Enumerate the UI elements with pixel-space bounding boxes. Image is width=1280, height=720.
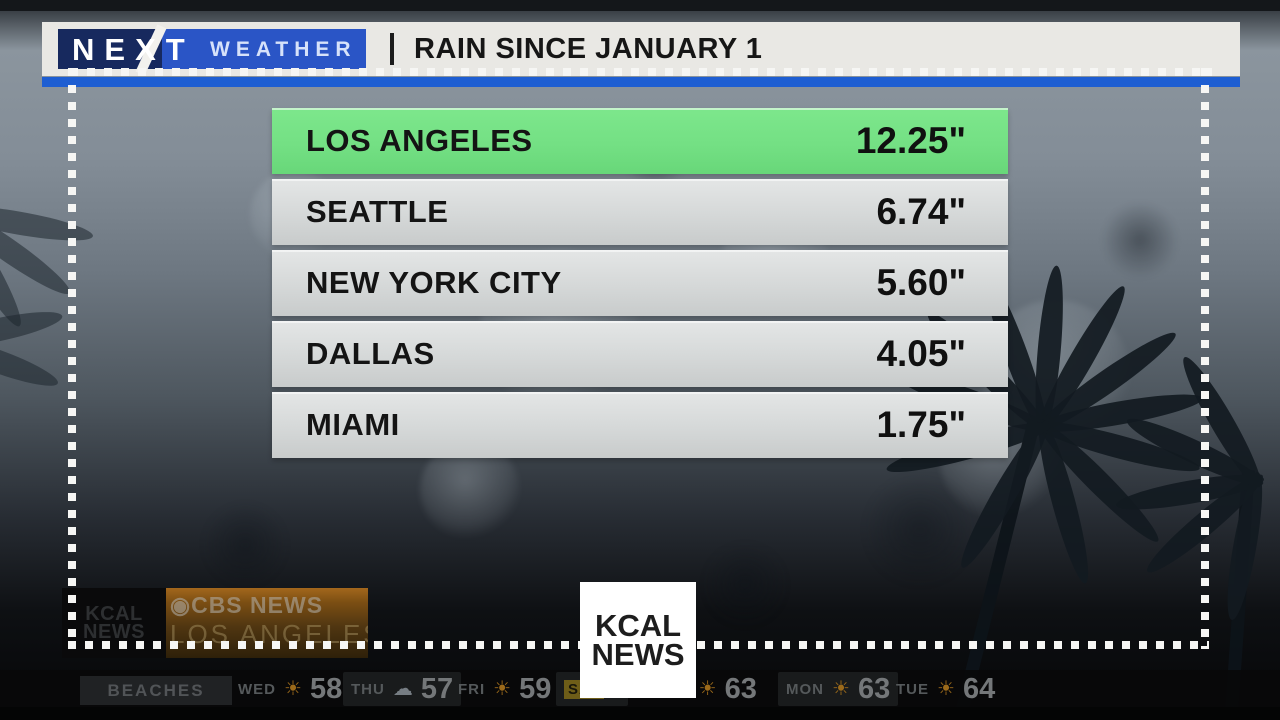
raindrop-bokeh [700, 540, 790, 630]
forecast-day-tue: TUE ☀ 64 [896, 672, 996, 705]
table-row: NEW YORK CITY 5.60" [272, 250, 1008, 316]
cbs-eye-icon: ◉ [170, 592, 192, 618]
forecast-day-thu: THU ☁ 57 [343, 672, 462, 706]
forecast-day-fri: FRI ☀ 59 [458, 672, 552, 705]
title-separator [390, 33, 394, 65]
logo-next-text: NEXT [72, 32, 195, 67]
table-row: SEATTLE 6.74" [272, 179, 1008, 245]
header-bar: NEXT WEATHER RAIN SINCE JANUARY 1 [42, 22, 1240, 76]
kcal-logo-line2: NEWS [591, 637, 685, 672]
city-name: SEATTLE [306, 194, 449, 229]
city-name: NEW YORK CITY [306, 265, 562, 300]
city-name: DALLAS [306, 336, 435, 371]
city-name: LOS ANGELES [306, 123, 533, 158]
sun-icon: ☀ [284, 678, 302, 700]
dotted-frame-right [1201, 68, 1209, 649]
rain-table: LOS ANGELES 12.25" SEATTLE 6.74" NEW YOR… [272, 108, 1008, 458]
table-row: DALLAS 4.05" [272, 321, 1008, 387]
city-name: MIAMI [306, 407, 400, 442]
dotted-frame-top [70, 68, 1212, 76]
header-accent-bar [42, 77, 1240, 87]
table-row: MIAMI 1.75" [272, 392, 1008, 458]
bottom-black-strip [0, 707, 1280, 720]
dotted-frame-left [68, 68, 76, 649]
rain-value: 1.75" [876, 404, 966, 445]
ticker-region-label: BEACHES [80, 676, 232, 705]
rain-value: 12.25" [855, 120, 966, 161]
rain-cloud-icon: ☁ [392, 678, 413, 700]
forecast-day-mon: MON ☀ 63 [778, 672, 899, 706]
page-title: RAIN SINCE JANUARY 1 [414, 32, 763, 65]
cbs-news-text: CBS NEWS [191, 592, 324, 618]
raindrop-bokeh [1100, 200, 1180, 280]
rain-value: 4.05" [876, 333, 966, 374]
logo-weather-text: WEATHER [210, 38, 357, 61]
sun-icon: ☀ [832, 678, 850, 700]
rain-value: 6.74" [876, 191, 966, 232]
raindrop-bokeh [860, 470, 980, 590]
kcal-news-logo: KCAL NEWS [580, 582, 696, 698]
top-dark-band [0, 0, 1280, 11]
sun-icon: ☀ [698, 678, 717, 700]
next-weather-logo: NEXT WEATHER [58, 24, 366, 76]
rain-value: 5.60" [876, 262, 966, 303]
raindrop-bokeh [200, 500, 290, 590]
sun-icon: ☀ [937, 678, 955, 700]
kcal-logo-line1: KCAL [594, 607, 682, 643]
forecast-day-wed: WED ☀ 58 [238, 672, 343, 705]
sun-icon: ☀ [493, 678, 512, 700]
table-row: LOS ANGELES 12.25" [272, 108, 1008, 174]
